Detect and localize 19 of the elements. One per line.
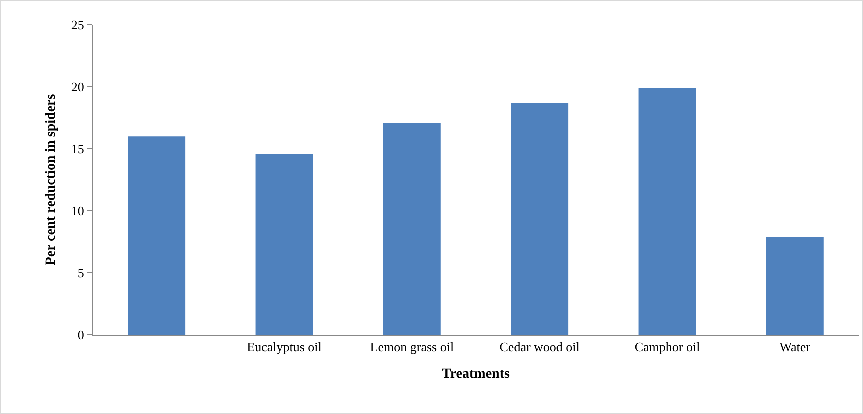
- y-axis-title: Per cent reduction in spiders: [44, 94, 59, 266]
- x-tick-label: Camphor oil: [634, 340, 701, 355]
- bar: [256, 154, 314, 335]
- bar: [128, 136, 186, 335]
- y-tick-label: 10: [71, 204, 84, 219]
- y-tick-label: 25: [71, 18, 84, 33]
- x-tick-label: Lemon grass oil: [370, 340, 454, 355]
- y-tick-label: 20: [71, 80, 84, 95]
- y-tick-label: 0: [78, 328, 84, 343]
- bar: [638, 88, 696, 335]
- y-tick-label: 15: [71, 142, 84, 157]
- bar: [511, 103, 569, 335]
- x-tick-label: Eucalyptus oil: [247, 340, 322, 355]
- x-tick-label: Cedar wood oil: [500, 340, 580, 355]
- x-tick-label: Water: [780, 340, 812, 355]
- bar: [766, 237, 824, 335]
- bar: [383, 122, 441, 335]
- y-tick-label: 5: [78, 266, 84, 281]
- x-axis-title: Treatments: [442, 366, 510, 382]
